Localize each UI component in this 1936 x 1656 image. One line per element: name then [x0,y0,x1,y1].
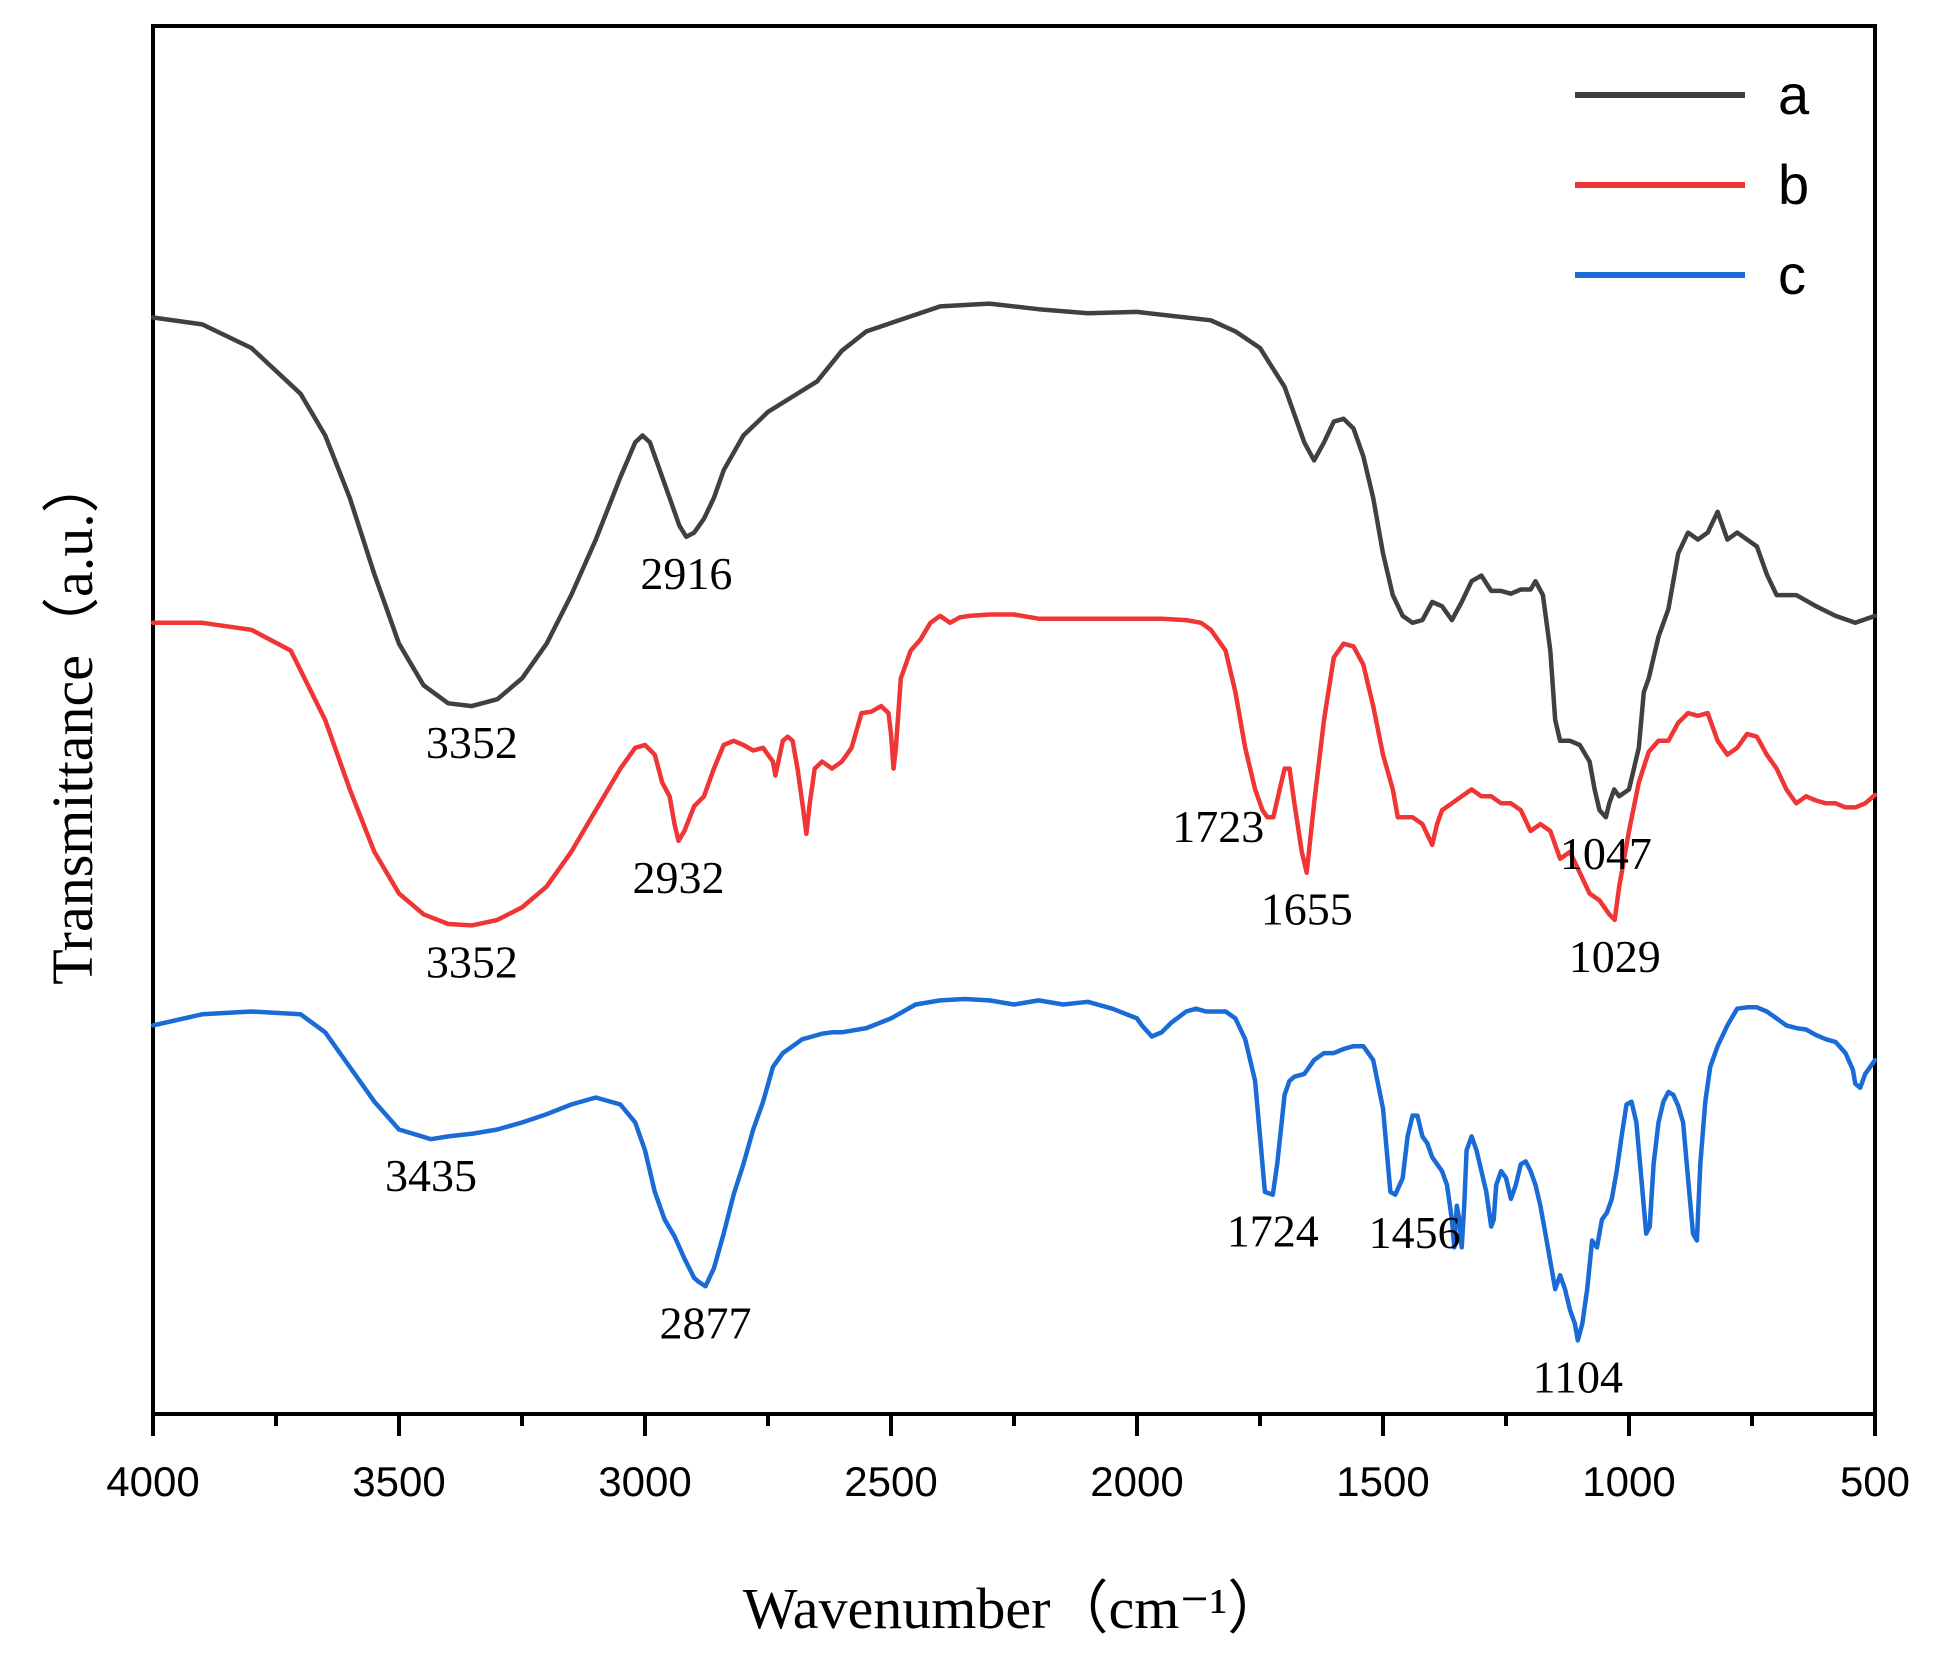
peak-label-c-1456: 1456 [1369,1207,1461,1258]
peak-label-b-1655: 1655 [1261,884,1353,935]
peak-label-a-1047: 1047 [1560,828,1652,879]
y-axis-title: Transmittance（a.u.） [40,455,105,984]
x-tick-label: 500 [1840,1458,1910,1505]
peak-annotations: 2916 3352 1047 1723 2932 1655 3352 1029 3435 1724… [385,548,1661,1403]
peak-label-b-1723: 1723 [1172,801,1264,852]
series-layer [150,301,1878,1343]
peak-label-a-2916: 2916 [640,548,732,599]
plot-frame [151,24,1877,1416]
peak-label-c-1104: 1104 [1533,1351,1623,1402]
x-axis: 4000 3500 3000 2500 2000 1500 1000 500 [106,1414,1910,1505]
peak-label-a-3352: 3352 [426,717,518,768]
x-tick-label: 2000 [1090,1458,1183,1505]
peak-label-c-2877: 2877 [660,1297,752,1348]
legend-label-b: b [1778,153,1809,216]
series-line-c [150,996,1878,1343]
series-line-a [150,301,1878,820]
x-tick-label: 3000 [598,1458,691,1505]
x-tick-label: 4000 [106,1458,199,1505]
legend-label-a: a [1778,63,1810,126]
x-tick-label: 1000 [1582,1458,1675,1505]
x-tick-label: 2500 [844,1458,937,1505]
peak-label-b-1029: 1029 [1569,931,1661,982]
peak-label-b-2932: 2932 [632,852,724,903]
peak-label-c-1724: 1724 [1227,1206,1319,1257]
legend: abc [1575,63,1810,306]
x-axis-title: Wavenumber（cm⁻¹） [743,1576,1286,1641]
x-tick-label: 3500 [352,1458,445,1505]
plot-area [151,24,1877,1416]
series-line-b [150,612,1878,928]
x-tick-label: 1500 [1336,1458,1429,1505]
peak-label-b-3352: 3352 [426,936,518,987]
peak-label-c-3435: 3435 [385,1150,477,1201]
legend-label-c: c [1778,243,1806,306]
